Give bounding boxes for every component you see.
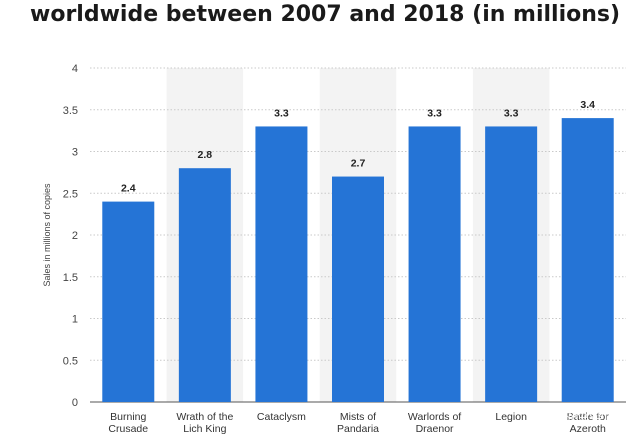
bar: [332, 176, 384, 402]
x-category-label: Mists of Pandaria: [337, 411, 379, 435]
bar: [255, 126, 308, 402]
bar-value-label: 2.4: [121, 183, 136, 195]
y-tick-label: 3.5: [63, 105, 78, 117]
bar: [561, 118, 614, 402]
y-tick-label: 3: [72, 147, 78, 159]
watermark: @悟空问答: [559, 409, 634, 427]
bar: [102, 201, 155, 402]
y-tick-label: 1: [72, 314, 78, 326]
value-labels: 2.4 2.8 3.3 2.7 3.3 3.3 3.4: [121, 99, 595, 195]
y-tick-label: 2: [72, 230, 78, 242]
bar: [485, 126, 538, 402]
x-category-label: Burning Crusade: [108, 411, 148, 435]
y-tick-label: 4: [72, 63, 78, 75]
y-tick-label: 0.5: [63, 355, 78, 367]
x-axis-categories: Burning Crusade Wrath of the Lich King Catac…: [108, 411, 609, 435]
y-tick-label: 2.5: [63, 188, 78, 200]
bar-value-label: 3.3: [427, 107, 442, 119]
y-tick-label: 1.5: [63, 272, 78, 284]
x-category-label: Wrath of the Lich King: [176, 411, 233, 435]
bar-value-label: 3.4: [580, 99, 595, 111]
bar: [408, 126, 461, 402]
x-category-label: Legion: [495, 411, 527, 423]
bar: [178, 168, 231, 402]
bar-value-label: 2.8: [198, 149, 213, 161]
bar-value-label: 3.3: [504, 107, 519, 119]
x-category-label: Warlords of Draenor: [408, 411, 461, 435]
bar-value-label: 2.7: [351, 158, 366, 170]
y-axis-label: Sales in millions of copies: [42, 183, 52, 287]
x-category-label: Cataclysm: [257, 411, 306, 423]
y-tick-label: 0: [72, 397, 78, 409]
bar-value-label: 3.3: [274, 107, 289, 119]
bars: [102, 118, 614, 402]
y-axis-ticks: 0 0.5 1 1.5 2 2.5 3 3.5 4: [63, 63, 78, 409]
page-title: worldwide between 2007 and 2018 (in mill…: [30, 2, 621, 27]
x-category-label: Battle for Azeroth: [567, 411, 610, 435]
